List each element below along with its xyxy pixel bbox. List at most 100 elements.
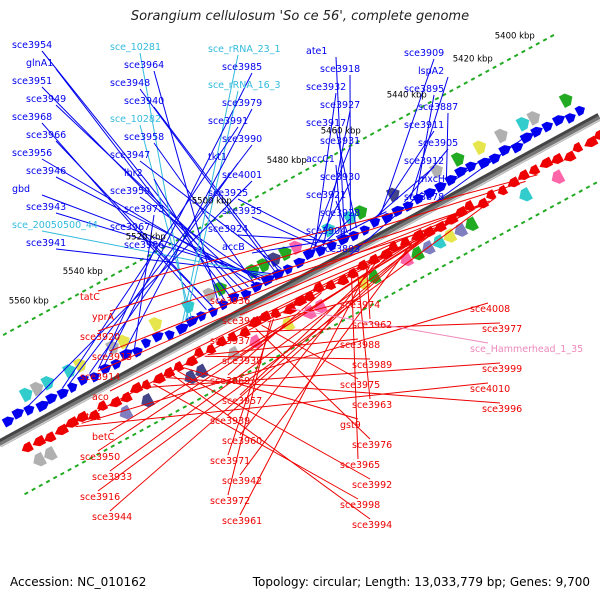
gene-label: nth1 <box>80 412 102 423</box>
gene-label: sce3963 <box>352 400 392 411</box>
leader-line <box>447 158 483 186</box>
gene-label: sce3912 <box>404 156 444 167</box>
outer-ruler-dot <box>542 37 548 42</box>
outer-ruler-dot <box>398 116 404 121</box>
reverse-cog-block <box>119 404 134 420</box>
gene-label: sce3949 <box>26 94 66 105</box>
outer-ruler-dot <box>60 300 65 305</box>
inner-ruler-dot <box>456 256 461 260</box>
reverse-gene-arrow <box>21 441 34 453</box>
inner-ruler-dot <box>45 479 51 484</box>
leader-line <box>153 178 225 301</box>
leader-line <box>249 322 501 333</box>
outer-ruler <box>2 34 555 336</box>
forward-cog-block <box>29 381 44 397</box>
inner-ruler-dot <box>484 240 490 244</box>
inner-ruler-dot <box>535 212 540 217</box>
gene-label: sce3913 <box>92 352 132 363</box>
outer-ruler-dot <box>305 167 310 172</box>
outer-ruler-dot <box>333 151 339 156</box>
gene-label: sce3918 <box>320 64 360 75</box>
inner-ruler-dot <box>31 487 36 492</box>
leader-line <box>68 144 253 386</box>
outer-ruler-dot <box>2 332 8 336</box>
outer-ruler-dot <box>24 320 29 325</box>
gene-labels: sce3954 glnA1 sce3951 sce3949 sce3968 sce3966… <box>12 40 583 531</box>
inner-ruler-dot <box>427 271 432 276</box>
leader-line <box>139 160 282 270</box>
gene-label: sce3905 <box>418 138 458 149</box>
gene-label: sce3992 <box>352 480 392 491</box>
forward-gene-arrow <box>369 217 381 228</box>
leader-line <box>81 302 489 424</box>
leader-line <box>404 148 449 203</box>
forward-gene-arrow <box>541 121 554 133</box>
outer-ruler-dot <box>355 140 360 144</box>
gene-label: sce3966 <box>26 130 66 141</box>
reverse-gene-arrow <box>539 156 554 169</box>
gene-label: sce3917 <box>306 118 346 129</box>
inner-ruler-dot <box>592 181 598 186</box>
inner-ruler-dot <box>153 420 159 425</box>
inner-ruler-dot <box>384 295 389 299</box>
forward-gene-arrow <box>56 388 69 400</box>
gene-label: sce3998 <box>340 500 380 511</box>
inner-ruler-dot <box>434 267 439 272</box>
outer-ruler-dot <box>434 96 440 101</box>
inner-ruler-dot <box>124 436 130 441</box>
gene-label: tkt1 <box>208 152 227 163</box>
gene-label: sce3986 <box>124 240 164 251</box>
forward-gene-arrow <box>175 323 189 335</box>
inner-ruler-dot <box>348 314 353 319</box>
leader-line <box>267 298 359 323</box>
outer-ruler-dot <box>369 132 375 136</box>
inner-ruler-dot <box>564 197 569 201</box>
reverse-gene-arrow <box>75 410 89 423</box>
gene-label: sce3931 <box>320 136 360 147</box>
gene-label: sce3991 <box>208 116 248 127</box>
gene-label: sce3967 <box>110 222 150 233</box>
forward-cog-block <box>385 187 400 203</box>
tick-label: 5480 kbp <box>267 156 307 166</box>
inner-ruler-dot <box>189 401 195 405</box>
outer-ruler-dot <box>463 81 468 85</box>
gene-label: sce3976 <box>352 440 392 451</box>
backbone <box>0 113 600 448</box>
gene-label: sce3957 <box>222 396 262 407</box>
inner-ruler-dot <box>369 303 375 307</box>
backbone-line <box>0 115 600 448</box>
inner-ruler-dot <box>420 275 425 280</box>
leader-line <box>251 216 321 249</box>
reverse-gene-arrow <box>152 372 166 384</box>
outer-ruler-dot <box>297 171 303 176</box>
gene-label: gst9 <box>340 420 361 431</box>
outer-ruler-dot <box>103 277 108 282</box>
leader-line <box>97 174 538 292</box>
leader-line <box>109 180 526 312</box>
gene-label: sce3914 <box>80 372 120 383</box>
leader-line <box>237 234 333 242</box>
forward-cog-block <box>40 375 55 391</box>
inner-ruler-dot <box>477 244 483 248</box>
forward-cog-block <box>342 211 357 226</box>
accession-text: Accession: NC_010162 <box>10 575 147 589</box>
gene-label: sce3938 <box>222 356 262 367</box>
leader-line <box>204 355 371 360</box>
inner-ruler-dot <box>160 416 166 421</box>
leader-line <box>227 229 436 336</box>
reverse-gene-arrow <box>528 164 541 175</box>
outer-ruler-dot <box>384 124 389 128</box>
forward-cog-block <box>18 387 33 403</box>
leader-line <box>239 266 371 516</box>
gene-label: sce_rRNA_16_3 <box>208 80 281 91</box>
inner-ruler-dot <box>204 393 209 398</box>
gene-label: sce3944 <box>92 512 132 523</box>
leader-line <box>139 124 192 319</box>
forward-cog-block <box>277 246 292 262</box>
gene-label: sce3975 <box>340 380 380 391</box>
forward-gene-arrow <box>423 188 437 200</box>
forward-cog-block <box>558 93 573 109</box>
gene-label: mxcH <box>418 174 445 185</box>
inner-ruler-dot <box>67 467 72 472</box>
reverse-gene-arrow <box>109 396 123 408</box>
